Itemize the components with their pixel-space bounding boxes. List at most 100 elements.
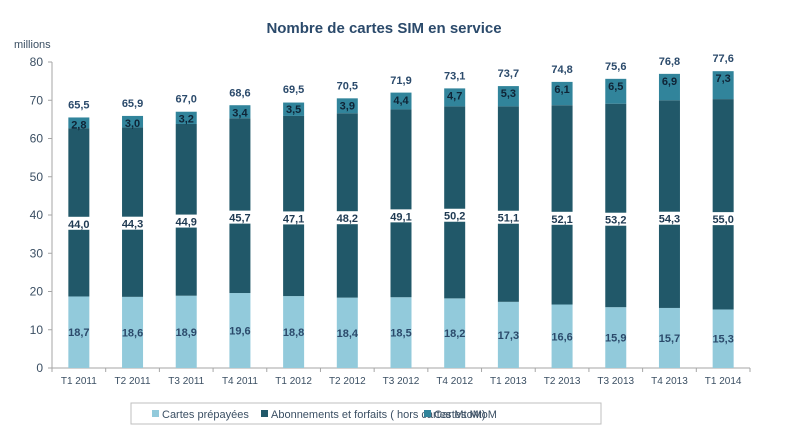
bar-segment-subscriptions: [336, 113, 358, 298]
bar-segment-subscriptions: [658, 100, 680, 308]
data-label-mtom: 3,0: [125, 118, 140, 130]
y-tick-label: 60: [30, 132, 44, 146]
bar-stack: [605, 78, 627, 368]
x-tick-label: T1 2012: [275, 376, 312, 387]
bar-segment-mtom: [712, 71, 734, 100]
bar-segment-mtom: [229, 105, 251, 119]
legend-swatch-icon: [261, 410, 268, 417]
bar-stack: [229, 105, 251, 368]
bar-segment-mtom: [444, 88, 466, 107]
bar-segment-prepaid: [497, 301, 519, 368]
bar-stack: [712, 71, 734, 368]
x-tick-label: T1 2011: [61, 376, 97, 387]
bar-segment-mtom: [175, 111, 197, 124]
bar-stack: [551, 81, 573, 368]
data-label-prepaid: 15,7: [659, 333, 680, 345]
data-label-background: [121, 216, 145, 230]
data-label-prepaid: 18,6: [122, 327, 143, 339]
data-label-total: 73,1: [444, 70, 465, 82]
data-label-mtom: 3,4: [232, 108, 248, 120]
data-label-subscriptions: 50,2: [444, 211, 465, 223]
data-label-total: 65,5: [68, 99, 89, 111]
data-label-subscriptions: 47,1: [283, 213, 304, 225]
data-label-mtom: 6,5: [608, 81, 623, 93]
bar-segment-subscriptions: [551, 105, 573, 305]
data-label-mtom: 7,3: [716, 73, 731, 85]
data-label-subscriptions: 49,1: [390, 211, 411, 223]
bar-segment-subscriptions: [605, 103, 627, 308]
x-tick-label: T4 2011: [222, 376, 258, 387]
y-tick-label: 30: [30, 246, 44, 260]
data-label-prepaid: 18,8: [283, 327, 304, 339]
data-label-background: [443, 208, 467, 222]
bar-stack: [497, 86, 519, 368]
data-label-total: 77,6: [712, 53, 733, 65]
data-label-prepaid: 18,5: [390, 328, 411, 340]
bar-segment-subscriptions: [175, 123, 197, 296]
y-tick-label: 40: [30, 208, 44, 222]
bar-segment-mtom: [390, 92, 412, 110]
data-label-subscriptions: 54,3: [659, 214, 680, 226]
bar-segment-prepaid: [336, 297, 358, 368]
data-label-background: [282, 211, 306, 225]
bar-segment-prepaid: [444, 298, 466, 368]
bar-segment-mtom: [658, 73, 680, 101]
data-label-total: 71,9: [390, 75, 411, 87]
legend-box: [130, 402, 602, 425]
bar-segment-mtom: [336, 98, 358, 114]
data-label-total: 67,0: [176, 94, 197, 106]
data-label-background: [389, 209, 413, 223]
data-label-subscriptions: 48,2: [337, 213, 358, 225]
data-label-prepaid: 15,9: [605, 333, 626, 345]
bar-segment-prepaid: [122, 296, 144, 368]
y-tick-label: 50: [30, 170, 44, 184]
y-tick-label: 0: [36, 361, 43, 375]
data-label-subscriptions: 53,2: [605, 215, 626, 227]
bar-stack: [390, 92, 412, 368]
y-tick-label: 70: [30, 93, 44, 107]
data-label-background: [496, 210, 520, 224]
data-label-subscriptions: 52,1: [551, 214, 572, 226]
data-label-prepaid: 17,3: [498, 330, 519, 342]
data-label-total: 75,6: [605, 61, 626, 73]
bar-segment-subscriptions: [283, 115, 305, 297]
bar-segment-prepaid: [68, 296, 90, 368]
bar-segment-prepaid: [551, 304, 573, 368]
data-label-mtom: 4,7: [447, 90, 462, 102]
bar-segment-mtom: [283, 102, 305, 116]
data-label-background: [67, 216, 91, 230]
data-label-background: [174, 214, 198, 228]
data-label-prepaid: 18,9: [176, 327, 197, 339]
data-label-prepaid: 18,7: [68, 327, 89, 339]
x-tick-label: T2 2011: [115, 376, 151, 387]
data-label-total: 69,5: [283, 84, 304, 96]
bar-segment-subscriptions: [229, 118, 251, 294]
bar-segment-subscriptions: [444, 106, 466, 299]
x-tick-label: T1 2014: [705, 376, 742, 387]
data-label-background: [550, 211, 574, 225]
bar-segment-prepaid: [605, 307, 627, 368]
data-label-mtom: 3,2: [179, 114, 194, 126]
data-label-background: [228, 210, 252, 224]
x-tick-label: T2 2012: [329, 376, 366, 387]
data-label-subscriptions: 44,3: [122, 219, 143, 231]
data-label-subscriptions: 44,9: [176, 217, 197, 229]
bar-segment-mtom: [122, 115, 144, 128]
bar-segment-prepaid: [712, 309, 734, 368]
data-label-prepaid: 16,6: [551, 331, 572, 343]
data-label-total: 74,8: [551, 64, 572, 76]
data-label-total: 70,5: [337, 80, 358, 92]
data-label-subscriptions: 51,1: [498, 213, 519, 225]
bar-segment-prepaid: [658, 307, 680, 368]
x-tick-label: T3 2013: [597, 376, 634, 387]
data-label-prepaid: 19,6: [229, 326, 250, 338]
data-label-subscriptions: 55,0: [712, 214, 733, 226]
bar-stack: [444, 88, 466, 368]
data-label-mtom: 3,5: [286, 104, 301, 116]
legend: Cartes prépayées Abonnements et forfaits …: [130, 402, 602, 425]
data-label-mtom: 6,1: [554, 84, 569, 96]
data-label-prepaid: 18,2: [444, 328, 465, 340]
bar-segment-subscriptions: [390, 109, 412, 298]
